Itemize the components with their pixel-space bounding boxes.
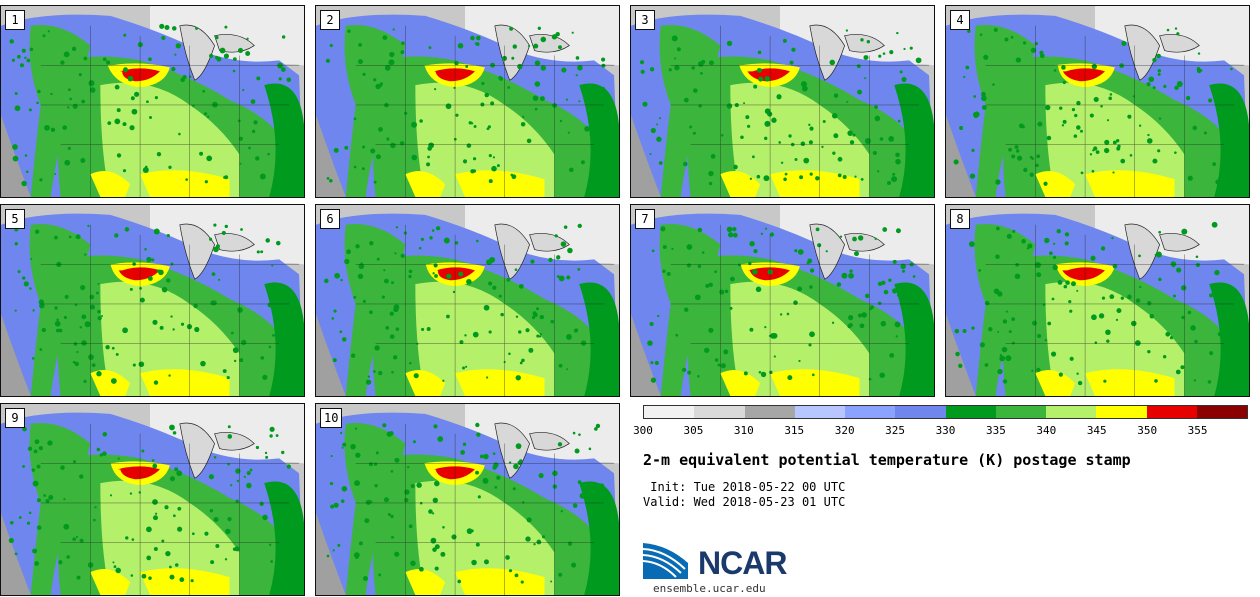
ensemble-member-map: 3 [630,5,935,198]
colorbar-segment [694,406,745,418]
colorbar-segment [1196,406,1247,418]
colorbar-segment [644,406,695,418]
colorbar-segment [1146,406,1197,418]
colorbar [643,405,1248,419]
member-number-label: 1 [5,10,25,30]
colorbar-tick-labels: 300 305 310 315 320 325 330 335 340 345 350 355 [633,424,1248,438]
ensemble-member-map: 10 [315,403,620,596]
ensemble-member-map: 1 [0,5,305,198]
ensemble-member-map: 6 [315,204,620,397]
colorbar-segment [1096,406,1147,418]
colorbar-tick-label: 345 [1086,424,1107,437]
colorbar-tick-label: 310 [733,424,754,437]
ncar-logo-icon [643,543,688,579]
ensemble-member-map: 5 [0,204,305,397]
colorbar-segment [945,406,996,418]
ensemble-member-map: 8 [945,204,1250,397]
colorbar-tick-label: 305 [683,424,704,437]
ensemble-member-map: 9 [0,403,305,596]
ensemble-member-map: 2 [315,5,620,198]
colorbar-segment [845,406,896,418]
plot-title: 2-m equivalent potential temperature (K)… [643,451,1131,469]
colorbar-tick-label: 320 [834,424,855,437]
ensemble-member-map: 4 [945,5,1250,198]
colorbar-segment [794,406,845,418]
colorbar-tick-label: 325 [885,424,906,437]
colorbar-segment [895,406,946,418]
member-number-label: 4 [950,10,970,30]
colorbar-segment [995,406,1046,418]
member-number-label: 2 [320,10,340,30]
colorbar-tick-label: 340 [1036,424,1057,437]
colorbar-tick-label: 355 [1187,424,1208,437]
colorbar-tick-label: 335 [985,424,1006,437]
colorbar-tick-label: 300 [633,424,653,437]
member-number-label: 6 [320,209,340,229]
valid-time: Valid: Wed 2018-05-23 01 UTC [643,495,846,509]
colorbar-tick-label: 330 [935,424,956,437]
init-time: Init: Tue 2018-05-22 00 UTC [643,480,846,494]
member-number-label: 3 [635,10,655,30]
ensemble-member-map: 7 [630,204,935,397]
ncar-logo-text: NCAR [698,545,787,581]
member-number-label: 5 [5,209,25,229]
member-number-label: 9 [5,408,25,428]
colorbar-tick-label: 315 [784,424,805,437]
member-number-label: 7 [635,209,655,229]
colorbar-tick-label: 350 [1137,424,1158,437]
member-number-label: 10 [320,408,343,428]
member-number-label: 8 [950,209,970,229]
colorbar-segment [744,406,795,418]
colorbar-segment [1046,406,1097,418]
logo-url: ensemble.ucar.edu [653,582,766,595]
